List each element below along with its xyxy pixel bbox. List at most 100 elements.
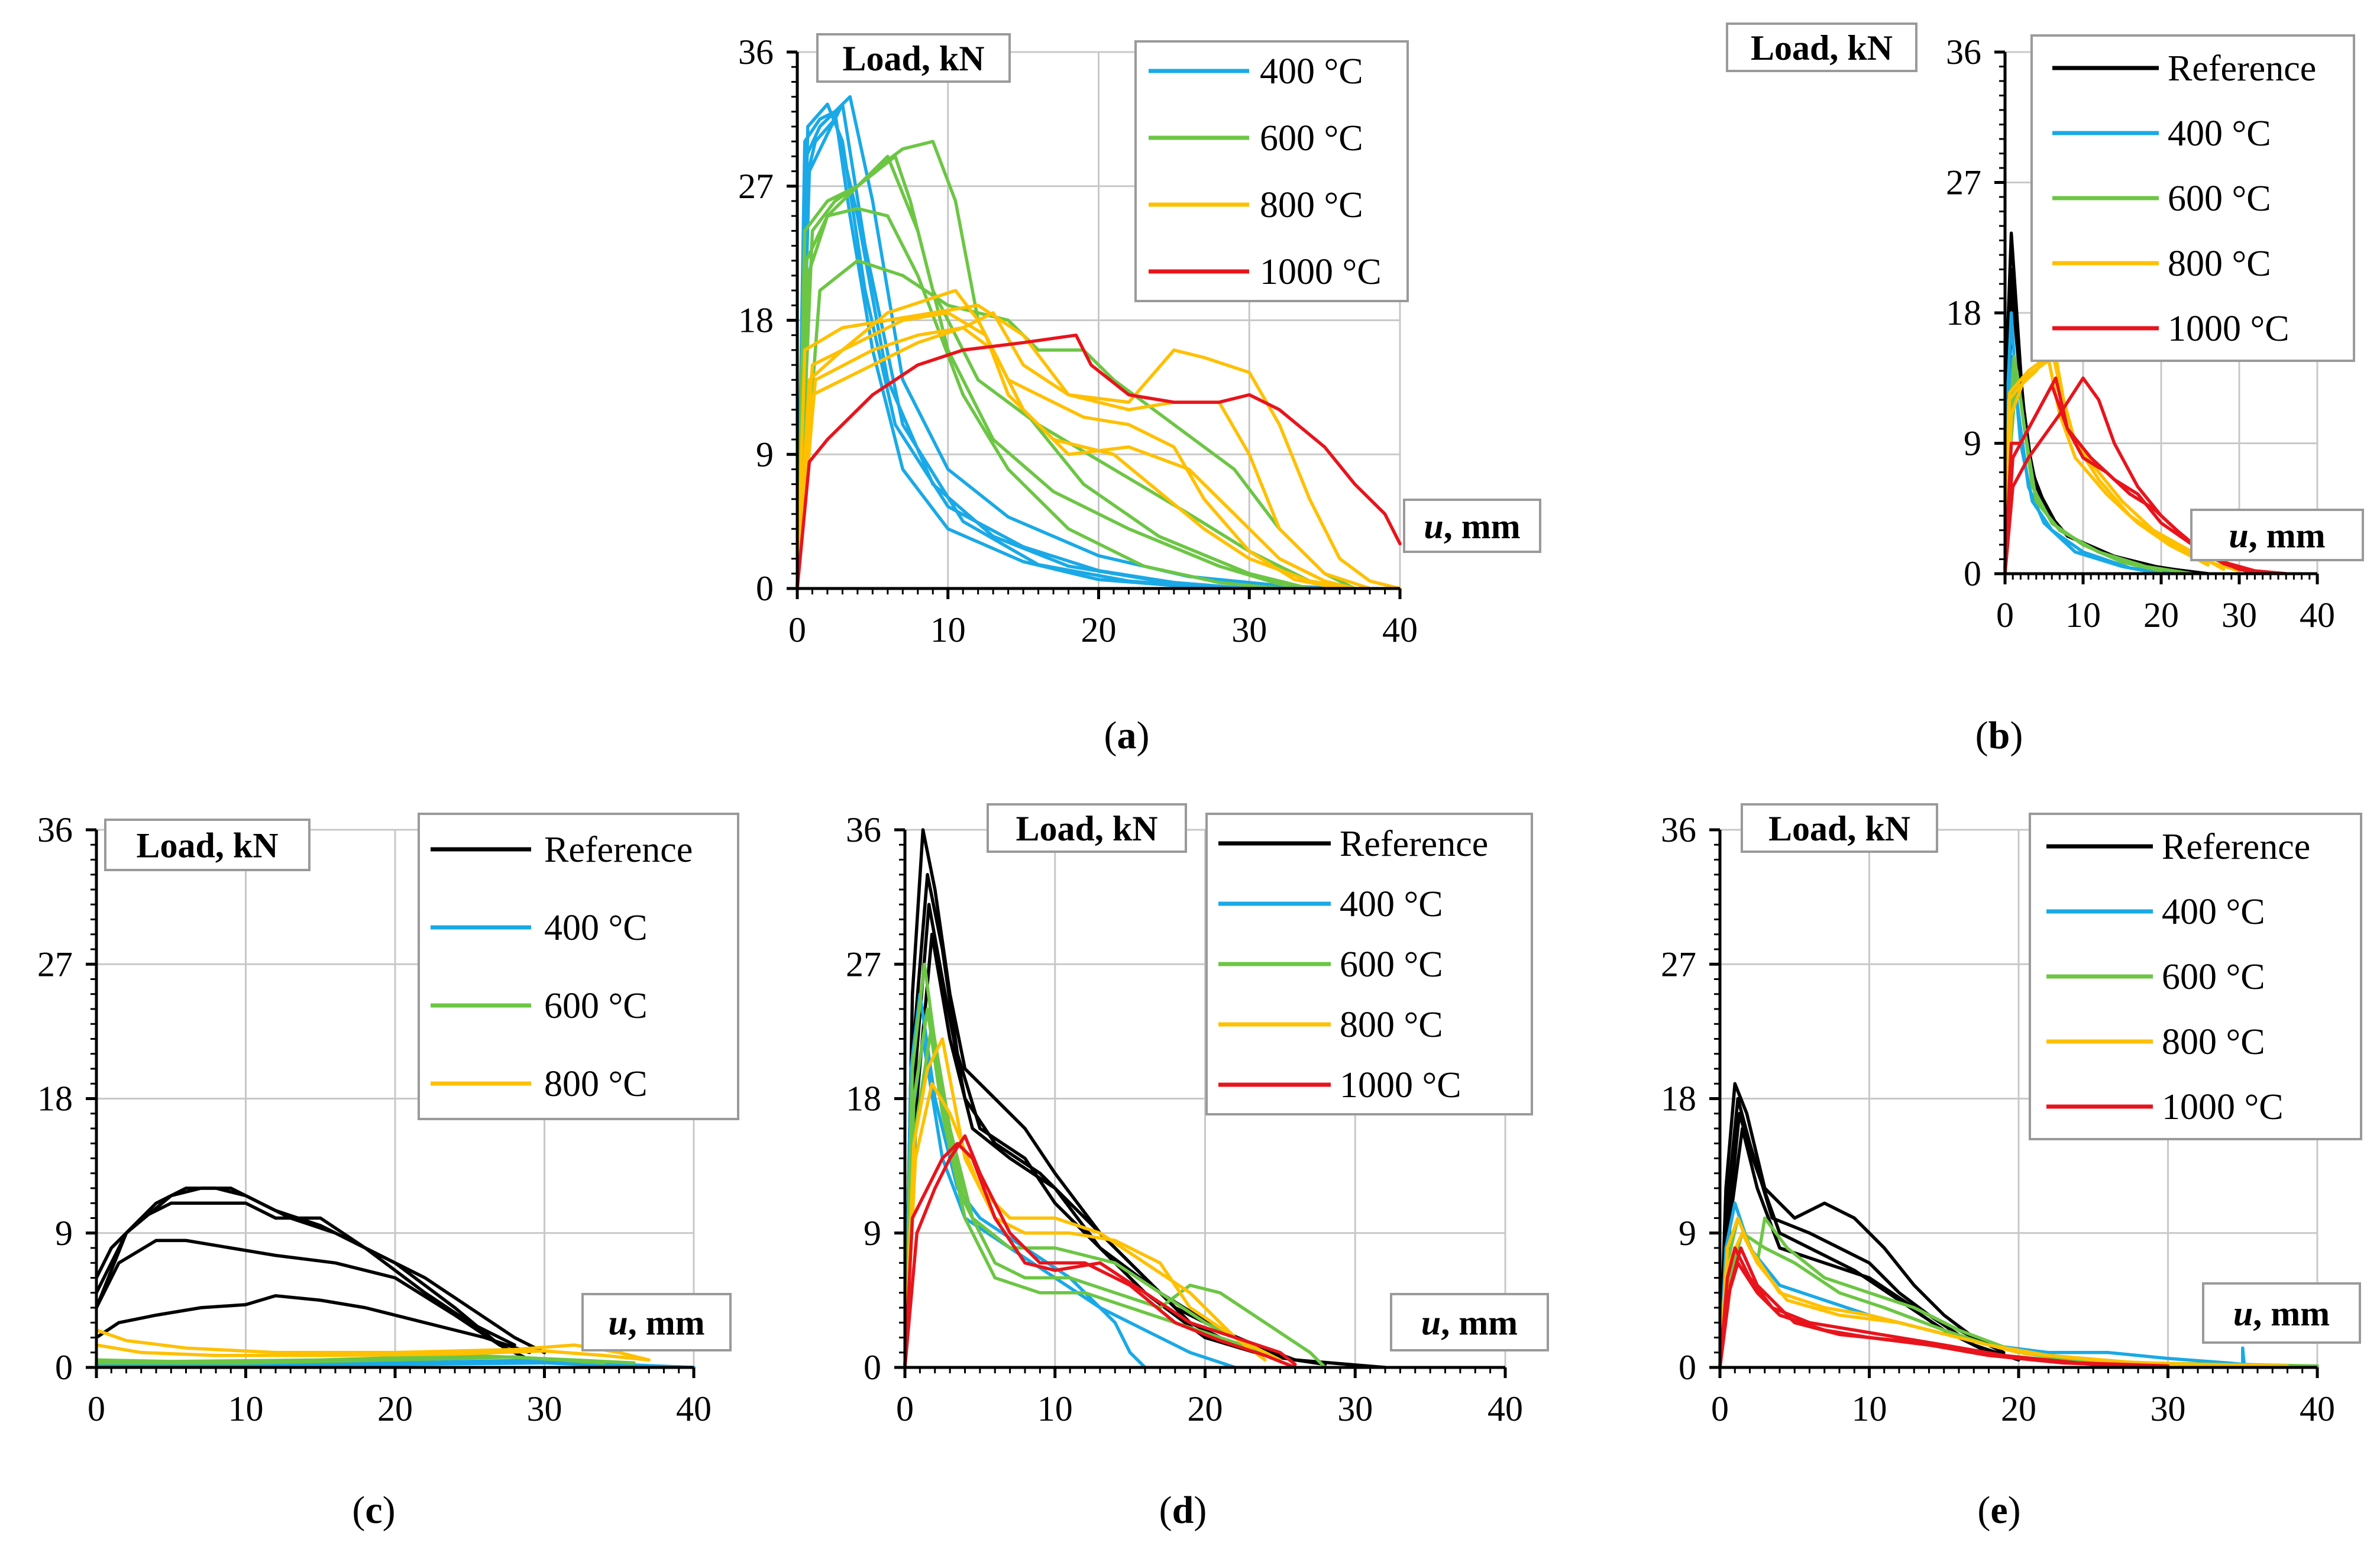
legend-entry-400-c: 400 °C: [2168, 114, 2271, 154]
x-tick-label: 20: [1081, 610, 1117, 649]
y-tick-label: 9: [1679, 1214, 1696, 1253]
series-line-600-c: [796, 154, 1341, 590]
legend: Reference 400 °C 600 °C 800 °C 1000 °C: [1205, 813, 1533, 1115]
x-axis-label: u, mm: [1424, 507, 1520, 546]
y-axis-label-box: [816, 33, 1011, 83]
legend-entry-800-c: 800 °C: [2168, 244, 2271, 284]
x-axis-label-box: [581, 1293, 732, 1351]
series-line-1000-c: [903, 1134, 1297, 1369]
legend-entry-reference: Reference: [544, 830, 693, 870]
y-tick-label: 27: [37, 945, 73, 984]
legend-entry-reference: Reference: [2162, 827, 2310, 867]
y-tick-label: 9: [864, 1214, 881, 1253]
x-tick-label: 10: [228, 1389, 264, 1428]
series-line-800-c: [2003, 354, 2210, 575]
x-tick-label: 40: [2300, 596, 2335, 635]
legend-entry-400-c: 400 °C: [1340, 884, 1443, 924]
y-tick-label: 27: [738, 167, 774, 206]
legend-entry-800-c: 800 °C: [1260, 185, 1363, 225]
legend-entry-600-c: 600 °C: [1260, 118, 1363, 159]
y-axis-label: Load, kN: [1751, 28, 1893, 67]
series-group: [1718, 1082, 2319, 1369]
y-axis-label: Load, kN: [136, 826, 278, 865]
legend-entry-600-c: 600 °C: [544, 986, 648, 1026]
legend-entry-1000-c: 1000 °C: [1260, 252, 1382, 292]
y-tick-label: 36: [846, 810, 881, 849]
y-axis-label-box: [987, 803, 1187, 853]
panel-c: 0 9 18 27 36 0 10 20 30 40 Load, kN u, mm Reference 4…: [37, 810, 739, 1532]
legend-entry-600-c: 600 °C: [2168, 179, 2271, 219]
y-tick-label: 18: [37, 1079, 73, 1118]
x-tick-label: 40: [1382, 610, 1418, 649]
legend-entry-1000-c: 1000 °C: [2168, 309, 2290, 349]
legend-box: [1134, 40, 1409, 302]
series-group: [796, 95, 1402, 590]
y-tick-label: 27: [1661, 945, 1696, 984]
x-axis-label: u, mm: [2233, 1294, 2330, 1333]
series-line-400-c: [796, 117, 1236, 590]
legend-box: [418, 813, 739, 1120]
y-tick-label: 36: [738, 33, 774, 72]
series-line-600-c: [796, 258, 1357, 590]
x-tick-label: 30: [2151, 1389, 2186, 1428]
x-axis-label-box: [1390, 1293, 1549, 1351]
panel-caption: (a): [1104, 714, 1150, 757]
series-line-1000-c: [1718, 1246, 2170, 1369]
legend: Reference 400 °C 600 °C 800 °C 1000 °C: [2030, 34, 2355, 362]
legend-entry-600-c: 600 °C: [2162, 957, 2265, 997]
x-tick-label: 30: [527, 1389, 562, 1428]
series-line-800-c: [95, 1343, 651, 1362]
series-group: [903, 828, 1387, 1369]
legend-entry-600-c: 600 °C: [1340, 945, 1443, 985]
legend-entry-1000-c: 1000 °C: [2162, 1087, 2284, 1127]
y-tick-label: 36: [1661, 810, 1696, 849]
x-axis-label: u, mm: [1421, 1304, 1518, 1343]
series-line-600-c: [796, 140, 1311, 590]
series-line-1000-c: [796, 333, 1402, 590]
panel-caption: (e): [1977, 1489, 2020, 1532]
x-tick-label: 20: [2001, 1389, 2036, 1428]
y-tick-label: 27: [1946, 163, 1981, 202]
y-tick-label: 18: [1661, 1079, 1696, 1118]
series-line-1000-c: [903, 1141, 1297, 1369]
y-axis-label-box: [1726, 22, 1917, 72]
legend-entry-400-c: 400 °C: [544, 908, 648, 948]
panel-e: 0 9 18 27 36 0 10 20 30 40 Load, kN u, mm Reference 4…: [1661, 803, 2362, 1532]
series-line-800-c: [796, 303, 1402, 590]
series-line-800-c: [796, 326, 1357, 590]
y-tick-label: 0: [864, 1348, 881, 1387]
legend: Reference 400 °C 600 °C 800 °C 1000 °C: [2029, 813, 2362, 1140]
legend-entry-1000-c: 1000 °C: [1340, 1065, 1461, 1105]
x-tick-label: 40: [2300, 1389, 2335, 1428]
y-tick-label: 36: [37, 810, 73, 849]
x-tick-label: 0: [1996, 596, 2014, 635]
y-tick-label: 18: [846, 1079, 881, 1118]
y-tick-label: 36: [1946, 33, 1981, 72]
series-line-800-c: [1718, 1231, 2290, 1369]
y-axis-label-box: [1741, 803, 1938, 853]
series-line-600-c: [95, 1355, 606, 1365]
y-tick-label: 0: [1679, 1348, 1696, 1387]
series-line-reference: [95, 1238, 532, 1362]
y-tick-label: 0: [1964, 554, 1981, 593]
x-axis-label-box: [2190, 509, 2364, 561]
series-line-800-c: [796, 289, 1341, 590]
x-tick-label: 30: [1231, 610, 1267, 649]
legend-entry-800-c: 800 °C: [544, 1064, 648, 1104]
series-line-reference: [903, 903, 1297, 1369]
x-tick-label: 40: [1487, 1389, 1523, 1428]
y-axis-label: Load, kN: [842, 39, 984, 78]
series-group: [95, 1186, 696, 1369]
y-axis-label: Load, kN: [1768, 809, 1910, 848]
x-tick-label: 30: [2221, 596, 2257, 635]
series-line-600-c: [903, 962, 1327, 1369]
y-tick-label: 27: [846, 945, 881, 984]
panel-b: 0 9 18 27 36 0 10 20 30 40 Load, kN u, mm Reference 4…: [1726, 22, 2364, 757]
series-line-1000-c: [1718, 1246, 2170, 1369]
series-line-reference: [1718, 1112, 1991, 1369]
legend-entry-400-c: 400 °C: [1260, 51, 1363, 92]
x-tick-label: 20: [2143, 596, 2179, 635]
x-axis-label-box: [2202, 1282, 2361, 1344]
panel-caption: (b): [1975, 714, 2023, 757]
legend-entry-800-c: 800 °C: [2162, 1022, 2265, 1062]
